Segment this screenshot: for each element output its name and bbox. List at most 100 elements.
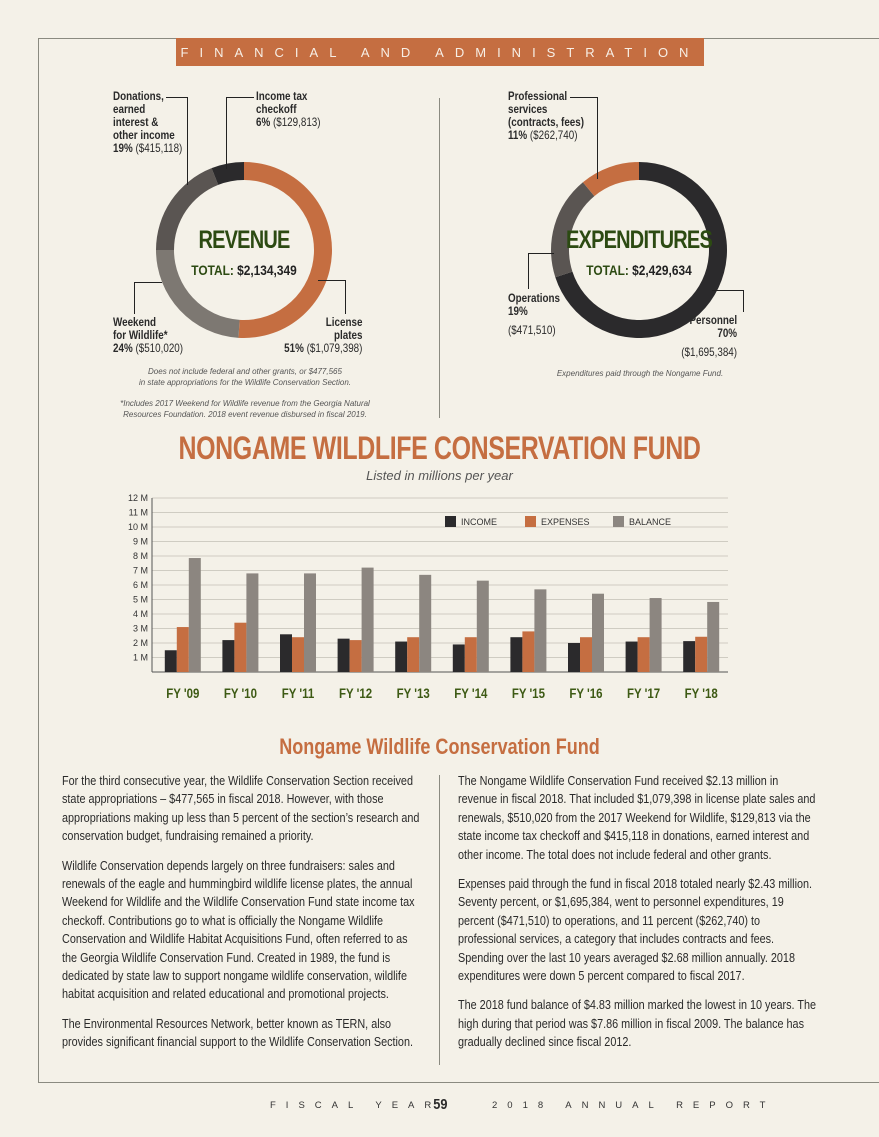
callout-income-tax: Income tax checkoff 6% ($129,813) [256, 90, 321, 129]
bar-balance-9 [707, 601, 720, 672]
legend-swatch-expenses [525, 516, 536, 527]
y-tick-label: 2 M [133, 638, 148, 648]
callout-pct: 11% [508, 128, 528, 142]
bar-expenses-9 [695, 636, 708, 672]
callout-pct: 24% [113, 341, 133, 355]
bar-balance-6 [534, 589, 547, 672]
x-tick-label: FY '10 [224, 685, 257, 701]
leader-line-professional [570, 97, 598, 179]
bar-expenses-0 [176, 627, 189, 672]
section-banner: Financial and Administration [176, 38, 704, 66]
donut-slice-weekend-for-wildlife [156, 250, 240, 338]
revenue-total: TOTAL: $2,134,349 [176, 262, 312, 278]
callout-amount: ($1,079,398) [306, 341, 362, 355]
bar-balance-1 [246, 573, 259, 672]
x-tick-label: FY '15 [512, 685, 545, 701]
callout-personnel: Personnel 70% ($1,695,384) [681, 314, 737, 359]
y-tick-label: 4 M [133, 609, 148, 619]
page-number: 59 [433, 1096, 448, 1113]
note-line: in state appropriations for the Wildlife… [138, 378, 352, 387]
donut-slice-professional-services-contracts-fees- [582, 162, 639, 197]
note-line: Does not include federal and other grant… [148, 367, 342, 376]
bar-income-6 [510, 637, 523, 672]
bar-income-0 [164, 650, 177, 672]
expenditures-total-value: $2,429,634 [632, 262, 692, 278]
bar-expenses-8 [637, 637, 650, 672]
footer-left: Fiscal Year [270, 1100, 442, 1111]
expenditures-note: Expenditures paid through the Nongame Fu… [556, 369, 724, 378]
revenue-note: Does not include federal and other grant… [120, 366, 370, 388]
donut-slice-license-plates [238, 162, 332, 338]
paragraph: The Nongame Wildlife Conservation Fund r… [458, 774, 816, 862]
revenue-footnote: *Includes 2017 Weekend for Wildlife reve… [100, 398, 390, 420]
expenditures-total-label: TOTAL: [586, 262, 629, 278]
bar-income-9 [683, 641, 696, 672]
expenditures-title: EXPENDITURES [566, 226, 713, 254]
chart-title: NONGAME WILDLIFE CONSERVATION FUND [178, 430, 701, 466]
bar-income-4 [395, 641, 408, 672]
bar-income-1 [222, 640, 235, 672]
bar-chart: 1 M 2 M 3 M 4 M 5 M 6 M 7 M 8 M 9 M 10 M 11 M 12 M F… [128, 493, 728, 701]
article-right-column: The Nongame Wildlife Conservation Fund r… [458, 772, 818, 1063]
bar-expenses-5 [464, 637, 477, 672]
paragraph: For the third consecutive year, the Wild… [62, 774, 420, 844]
x-tick-label: FY '13 [397, 685, 430, 701]
callout-line: Professional [508, 89, 568, 103]
leader-line-license [318, 280, 346, 314]
donut-slice-donations-earned-interest-other-income [156, 168, 219, 250]
callout-line: checkoff [256, 102, 297, 116]
bar-income-3 [337, 638, 350, 672]
leader-line-operations [528, 253, 554, 289]
column-divider [439, 775, 440, 1065]
callout-amount: ($510,020) [135, 341, 184, 355]
x-tick-label: FY '14 [454, 685, 488, 701]
paragraph: Wildlife Conservation depends largely on… [62, 858, 415, 1002]
y-tick-label: 7 M [133, 566, 148, 576]
callout-pct: 70% [717, 326, 737, 340]
footer-right: 2018 Annual Report [492, 1100, 776, 1111]
y-tick-label: 6 M [133, 580, 148, 590]
bar-balance-4 [419, 574, 432, 672]
callout-amount: ($415,118) [135, 141, 183, 155]
revenue-total-label: TOTAL: [191, 262, 234, 278]
callout-line: for Wildlife* [113, 328, 168, 342]
bar-expenses-7 [580, 637, 592, 672]
leader-line-donations [166, 97, 188, 185]
y-tick-label: 5 M [133, 595, 148, 605]
y-tick-label: 8 M [133, 551, 148, 561]
y-tick-label: 9 M [133, 537, 148, 547]
leader-line-weekend [134, 282, 162, 314]
article-left-column: For the third consecutive year, the Wild… [62, 772, 422, 1063]
bar-income-5 [452, 644, 465, 672]
x-tick-label: FY '11 [282, 685, 315, 701]
callout-donations: Donations, earned interest & other incom… [113, 90, 182, 155]
callout-operations: Operations 19% ($471,510) [508, 292, 560, 337]
bar-expenses-1 [234, 622, 247, 672]
paragraph: Expenses paid through the fund in fiscal… [458, 877, 813, 984]
leader-line-income-tax [226, 97, 254, 169]
bar-expenses-2 [292, 637, 304, 672]
y-tick-label: 1 M [133, 653, 148, 663]
x-tick-label: FY '18 [685, 685, 718, 701]
revenue-total-value: $2,134,349 [237, 262, 297, 278]
callout-line: services [508, 102, 548, 116]
x-tick-label: FY '09 [166, 685, 199, 701]
y-tick-label: 12 M [128, 493, 148, 503]
leader-line-personnel [712, 290, 744, 312]
bar-balance-7 [592, 593, 604, 672]
callout-pct: 19% [508, 304, 528, 318]
bar-income-8 [625, 641, 638, 672]
note-line: *Includes 2017 Weekend for Wildlife reve… [120, 399, 370, 408]
bar-balance-2 [304, 573, 316, 672]
x-tick-label: FY '17 [627, 685, 660, 701]
callout-line: License [325, 315, 362, 329]
callout-amount: ($262,740) [529, 128, 578, 142]
callout-amount: ($129,813) [272, 115, 321, 129]
revenue-title: REVENUE [198, 226, 290, 254]
bar-expenses-4 [407, 637, 420, 672]
callout-line: other income [113, 128, 175, 142]
legend-label-income: INCOME [461, 517, 497, 527]
revenue-donut-chart [156, 162, 332, 338]
bar-balance-3 [361, 567, 374, 672]
legend-label-balance: BALANCE [629, 517, 671, 527]
